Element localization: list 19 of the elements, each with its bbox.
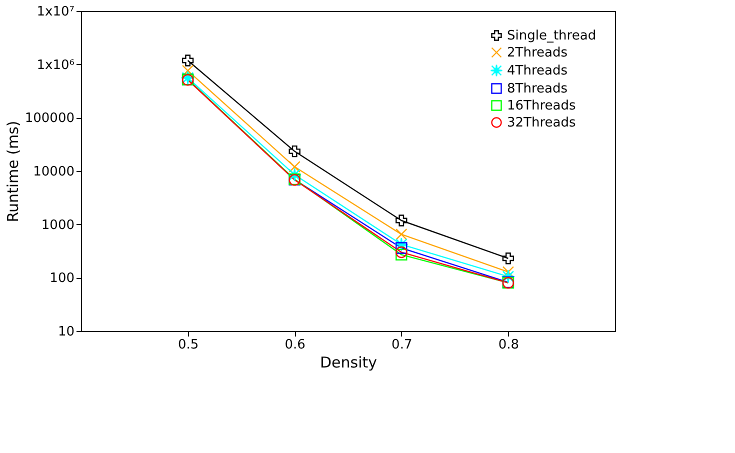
legend-label: 8Threads <box>507 82 568 96</box>
legend-label: 16Threads <box>507 98 576 114</box>
y-tick-label: 100 <box>50 271 74 286</box>
legend-label: 4Threads <box>507 64 568 78</box>
x-tick-label: 0.8 <box>498 338 520 352</box>
y-tick-label: 100000 <box>24 111 74 126</box>
x-tick-label: 0.5 <box>178 338 199 352</box>
x-axis-title: Density <box>320 354 378 372</box>
legend-label: 2Threads <box>507 46 568 60</box>
legend-label: 32Threads <box>507 116 576 130</box>
y-tick-label: 1000 <box>41 218 74 233</box>
y-axis-title: Runtime (ms) <box>4 120 22 222</box>
legend-label: Single_thread <box>507 28 596 44</box>
x-tick-label: 0.7 <box>392 338 412 352</box>
y-tick-label: 1x10⁷ <box>36 4 74 20</box>
y-tick-label: 10000 <box>33 164 74 180</box>
y-tick-label: 10 <box>58 324 74 340</box>
x-tick-label: 0.6 <box>284 338 306 352</box>
y-tick-label: 1x10⁶ <box>36 58 74 73</box>
